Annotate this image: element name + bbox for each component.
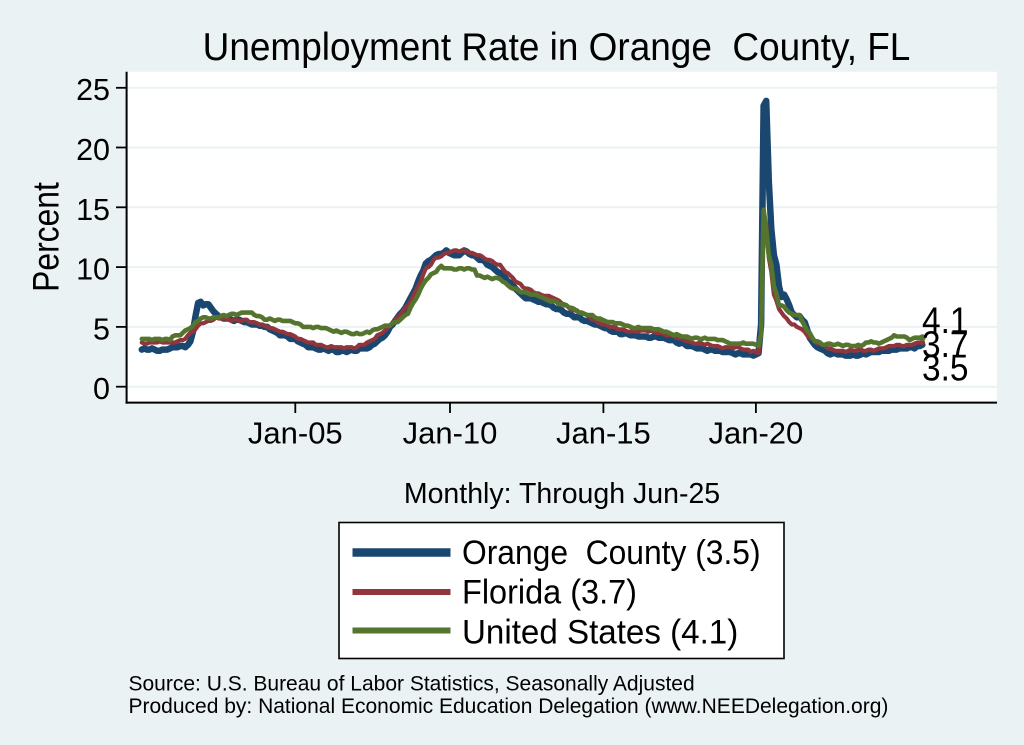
svg-text:Monthly: Through Jun-25: Monthly: Through Jun-25 bbox=[404, 478, 720, 510]
svg-text:Unemployment Rate in Orange C: Unemployment Rate in Orange County, FL bbox=[203, 26, 911, 69]
svg-text:3.5: 3.5 bbox=[922, 348, 969, 389]
svg-text:20: 20 bbox=[76, 133, 110, 167]
svg-text:5: 5 bbox=[93, 312, 110, 346]
svg-text:Jan-15: Jan-15 bbox=[556, 415, 651, 450]
svg-text:Florida (3.7): Florida (3.7) bbox=[462, 574, 637, 612]
svg-text:10: 10 bbox=[76, 253, 110, 287]
svg-text:Percent: Percent bbox=[26, 182, 67, 292]
svg-text:Jan-05: Jan-05 bbox=[248, 415, 343, 450]
svg-text:4.1: 4.1 bbox=[922, 301, 969, 342]
svg-text:Jan-20: Jan-20 bbox=[709, 415, 804, 450]
svg-text:0: 0 bbox=[93, 372, 110, 406]
svg-text:Produced by: National Economic: Produced by: National Economic Education… bbox=[129, 695, 889, 718]
svg-text:Orange County (3.5): Orange County (3.5) bbox=[462, 533, 761, 571]
svg-text:3.7: 3.7 bbox=[922, 325, 969, 366]
svg-text:Source: U.S. Bureau of Labor S: Source: U.S. Bureau of Labor Statistics,… bbox=[129, 673, 695, 696]
svg-text:United States (4.1): United States (4.1) bbox=[462, 614, 738, 651]
svg-text:25: 25 bbox=[76, 73, 110, 107]
svg-text:15: 15 bbox=[76, 193, 110, 227]
svg-text:Jan-10: Jan-10 bbox=[403, 415, 498, 450]
